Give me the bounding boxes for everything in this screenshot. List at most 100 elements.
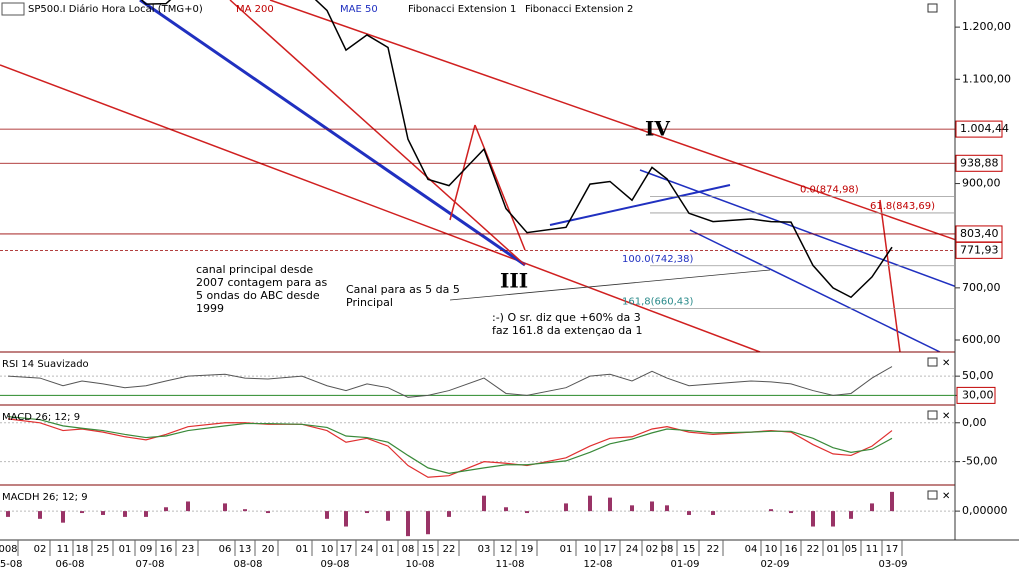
bar bbox=[406, 511, 410, 537]
symbol-icon bbox=[1, 2, 25, 16]
bar bbox=[325, 511, 329, 519]
bar bbox=[831, 511, 835, 527]
x-tick-label: 01 bbox=[119, 544, 132, 555]
x-tick-label: 01 bbox=[382, 544, 395, 555]
panel-button[interactable] bbox=[927, 357, 938, 367]
x-tick-label: 02 bbox=[34, 544, 47, 555]
panel-close[interactable]: ✕ bbox=[942, 358, 950, 369]
y-tick-label: 900,00 bbox=[962, 177, 1001, 190]
panel-title: RSI 14 Suavizado bbox=[2, 359, 89, 370]
x-tick-label: 17 bbox=[886, 544, 899, 555]
annotation: :-) O sr. diz que +60% da 3 faz 161.8 da … bbox=[492, 311, 642, 337]
level-label: 803,40 bbox=[960, 227, 999, 240]
data-line bbox=[7, 366, 893, 398]
x-tick-label: 008 bbox=[0, 544, 18, 555]
x-tick-label: 10 bbox=[765, 544, 778, 555]
bar bbox=[564, 503, 568, 512]
x-tick-label: 06 bbox=[219, 544, 232, 555]
panel bbox=[0, 366, 955, 398]
bar bbox=[769, 509, 773, 512]
month-label: 02-09 bbox=[760, 559, 789, 570]
bar bbox=[101, 511, 105, 515]
panel-button[interactable] bbox=[927, 3, 938, 13]
panel bbox=[0, 491, 955, 537]
month-label: 03-09 bbox=[878, 559, 907, 570]
bar bbox=[650, 501, 654, 512]
level-box bbox=[955, 154, 1003, 172]
x-tick-label: 20 bbox=[262, 544, 275, 555]
trend-lines bbox=[0, 0, 955, 352]
bar bbox=[789, 511, 793, 514]
indicator-label: MAE 50 bbox=[340, 4, 378, 15]
bar bbox=[186, 501, 190, 512]
bar bbox=[608, 497, 612, 512]
x-tick-label: 13 bbox=[239, 544, 252, 555]
x-tick-label: 12 bbox=[500, 544, 513, 555]
month-label: 10-08 bbox=[405, 559, 434, 570]
y-tick-label: 1.200,00 bbox=[962, 20, 1011, 33]
bar bbox=[61, 511, 65, 523]
y-tick-label: 600,00 bbox=[962, 333, 1001, 346]
fib-label: 0.0(874,98) bbox=[800, 185, 859, 196]
month-label: 09-08 bbox=[320, 559, 349, 570]
x-tick-label: 17 bbox=[340, 544, 353, 555]
month-label: 01-09 bbox=[670, 559, 699, 570]
data-line bbox=[7, 415, 893, 474]
bar bbox=[123, 511, 127, 517]
data-line bbox=[140, 0, 893, 299]
x-tick-label: 02 bbox=[646, 544, 659, 555]
x-tick-label: 15 bbox=[422, 544, 435, 555]
indicator-label: MA 200 bbox=[236, 4, 274, 15]
bar bbox=[266, 511, 270, 514]
x-tick-label: 18 bbox=[76, 544, 89, 555]
x-tick-label: 03 bbox=[478, 544, 491, 555]
x-tick-label: 24 bbox=[626, 544, 639, 555]
x-tick-label: 10 bbox=[321, 544, 334, 555]
bar bbox=[665, 505, 669, 512]
bar bbox=[38, 511, 42, 519]
fib-label: 100.0(742,38) bbox=[622, 254, 694, 265]
x-tick-label: 23 bbox=[182, 544, 195, 555]
bar bbox=[482, 495, 486, 512]
bar bbox=[80, 511, 84, 514]
bar bbox=[525, 511, 529, 514]
level-box bbox=[955, 120, 1003, 138]
x-tick-label: 22 bbox=[443, 544, 456, 555]
month-label: 12-08 bbox=[583, 559, 612, 570]
month-label: 05-08 bbox=[0, 559, 23, 570]
y-tick-label: 1.100,00 bbox=[962, 72, 1011, 85]
y-tick-label: 0,00000 bbox=[962, 504, 1008, 517]
bar bbox=[849, 511, 853, 519]
x-tick-label: 25 bbox=[97, 544, 110, 555]
y-tick-label: 0,00 bbox=[962, 416, 987, 429]
panel-button[interactable] bbox=[927, 410, 938, 420]
y-tick-label: -50,00 bbox=[962, 455, 997, 468]
panel-close[interactable]: ✕ bbox=[942, 491, 950, 502]
bar bbox=[588, 495, 592, 512]
x-tick-label: 16 bbox=[785, 544, 798, 555]
x-tick-label: 22 bbox=[807, 544, 820, 555]
tick-box bbox=[956, 386, 996, 404]
bar bbox=[365, 511, 369, 514]
bar bbox=[687, 511, 691, 515]
month-label: 08-08 bbox=[233, 559, 262, 570]
y-tick-label: 700,00 bbox=[962, 281, 1001, 294]
x-tick-label: 17 bbox=[604, 544, 617, 555]
fib-label: 161,8(660,43) bbox=[622, 296, 694, 307]
bar bbox=[870, 503, 874, 512]
x-tick-label: 15 bbox=[683, 544, 696, 555]
x-tick-label: 16 bbox=[160, 544, 173, 555]
bar bbox=[426, 511, 430, 535]
x-tick-label: 24 bbox=[361, 544, 374, 555]
annotation: Canal para as 5 da 5 Principal bbox=[346, 283, 460, 309]
bar bbox=[223, 503, 227, 512]
wave-label: III bbox=[500, 269, 528, 293]
panel-button[interactable] bbox=[927, 490, 938, 500]
bar bbox=[630, 505, 634, 512]
x-tick-label: 01 bbox=[560, 544, 573, 555]
x-tick-label: 08 bbox=[661, 544, 674, 555]
panel-close[interactable]: ✕ bbox=[942, 411, 950, 422]
x-tick-label: 05 bbox=[845, 544, 858, 555]
